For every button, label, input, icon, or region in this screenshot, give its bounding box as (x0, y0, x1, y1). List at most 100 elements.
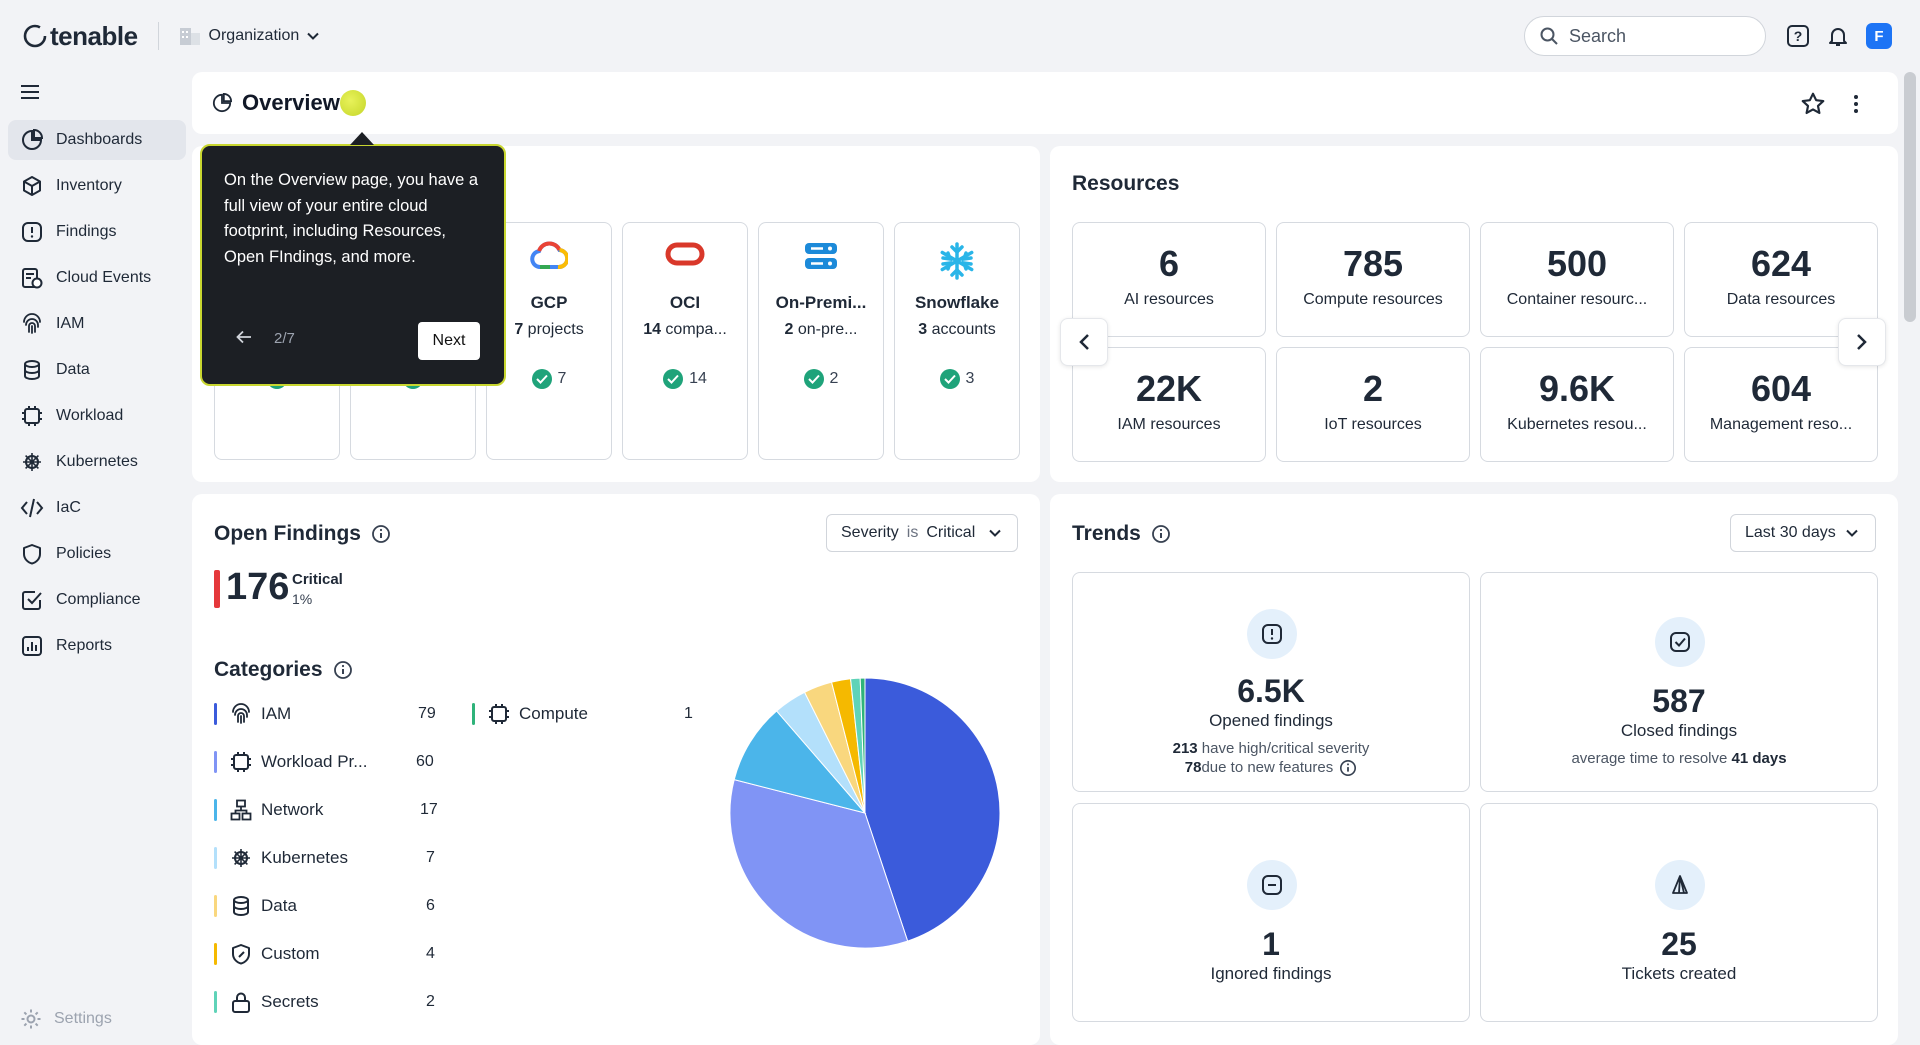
checkbox-icon (20, 588, 44, 612)
hamburger-menu-icon[interactable] (20, 84, 40, 100)
opened-findings-value: 6.5K (1237, 673, 1305, 709)
sidebar-item-dashboards[interactable]: Dashboards (8, 120, 186, 160)
provider-tile-on-premise[interactable]: On-Premi... 2 on-pre... 2 (758, 222, 884, 460)
organization-selector[interactable]: Organization (179, 26, 320, 46)
carousel-next-button[interactable] (1838, 318, 1886, 366)
tickets-created-tile[interactable]: 25 Tickets created (1480, 803, 1878, 1022)
category-count: 4 (426, 945, 435, 962)
severity-filter-dropdown[interactable]: Severity is Critical (826, 514, 1018, 552)
ignored-findings-value: 1 (1262, 926, 1280, 962)
categories-pie-chart[interactable] (730, 678, 1000, 948)
sidebar-item-cloud-events[interactable]: Cloud Events (8, 258, 186, 298)
chip-icon (20, 404, 44, 428)
report-icon (20, 634, 44, 658)
resource-tile[interactable]: 6 AI resources (1072, 222, 1266, 337)
resource-value: 500 (1546, 243, 1608, 284)
opened-findings-tile[interactable]: 6.5K Opened findings 213 have high/criti… (1072, 572, 1470, 792)
category-item-secrets[interactable]: Secrets 2 (214, 987, 436, 1017)
sidebar-item-policies[interactable]: Policies (8, 534, 186, 574)
category-item-iam[interactable]: IAM 79 (214, 699, 436, 729)
sidebar-item-label: Cloud Events (56, 269, 152, 286)
info-icon[interactable] (333, 660, 353, 680)
date-range-dropdown[interactable]: Last 30 days (1730, 514, 1876, 552)
logo-text: tenable (50, 20, 138, 51)
category-item-workload[interactable]: Workload Pr... 60 (214, 747, 436, 777)
network-icon (229, 798, 253, 822)
pie-slice-workload-pr[interactable] (730, 779, 909, 948)
database-icon (20, 358, 44, 382)
tickets-created-label: Tickets created (1621, 964, 1737, 983)
chip-icon (229, 750, 253, 774)
help-icon[interactable]: ? (1786, 24, 1810, 48)
resource-tile[interactable]: 22K IAM resources (1072, 347, 1266, 462)
provider-count: 2 (784, 321, 794, 338)
chevron-left-icon (1079, 334, 1089, 350)
provider-tile-snowflake[interactable]: Snowflake 3 accounts 3 (894, 222, 1020, 460)
bell-icon[interactable] (1826, 24, 1850, 48)
provider-count: 3 (918, 321, 928, 338)
sidebar-item-compliance[interactable]: Compliance (8, 580, 186, 620)
provider-count: 14 (643, 321, 661, 338)
sidebar-item-label: Policies (56, 545, 112, 562)
info-icon[interactable] (371, 524, 391, 544)
provider-tile-oci[interactable]: OCI 14 compa... 14 (622, 222, 748, 460)
sidebar-item-inventory[interactable]: Inventory (8, 166, 186, 206)
sidebar-item-findings[interactable]: Findings (8, 212, 186, 252)
sidebar-item-reports[interactable]: Reports (8, 626, 186, 666)
resource-tile[interactable]: 624 Data resources (1684, 222, 1878, 337)
sidebar-item-workload[interactable]: Workload (8, 396, 186, 436)
alert-icon (1247, 609, 1297, 659)
user-avatar[interactable]: F (1866, 23, 1892, 49)
search-box[interactable] (1524, 16, 1766, 56)
closed-findings-tile[interactable]: 587 Closed findings average time to reso… (1480, 572, 1878, 792)
sidebar-item-kubernetes[interactable]: Kubernetes (8, 442, 186, 482)
resource-value: 624 (1750, 243, 1812, 284)
carousel-prev-button[interactable] (1060, 318, 1108, 366)
check-icon (663, 369, 684, 389)
opened-findings-detail-1: 213 have high/critical severity (1073, 739, 1469, 758)
sidebar-item-iac[interactable]: IaC (8, 488, 186, 528)
category-count: 60 (416, 753, 434, 770)
resource-tile[interactable]: 604 Management reso... (1684, 347, 1878, 462)
resource-tile[interactable]: 2 IoT resources (1276, 347, 1470, 462)
provider-tile-gcp[interactable]: GCP 7 projects 7 (486, 222, 612, 460)
pie-slice-compute[interactable] (859, 678, 866, 814)
category-label: Secrets (261, 992, 319, 1011)
category-item-custom[interactable]: Custom 4 (214, 939, 436, 969)
provider-desc-text: accounts (927, 321, 996, 338)
info-icon[interactable] (1339, 759, 1357, 777)
sidebar-item-label: Kubernetes (56, 453, 138, 470)
resource-tile[interactable]: 785 Compute resources (1276, 222, 1470, 337)
pie-slice-iam[interactable] (864, 678, 1000, 942)
sidebar-item-label: Findings (56, 223, 117, 240)
sidebar-item-settings[interactable]: Settings (20, 1008, 112, 1030)
resource-tile[interactable]: 9.6K Kubernetes resou... (1480, 347, 1674, 462)
star-icon[interactable] (1800, 91, 1826, 117)
tour-hotspot-dot[interactable] (340, 90, 366, 116)
page-scrollbar[interactable] (1904, 72, 1916, 322)
resource-label: Management reso... (1709, 416, 1853, 433)
sidebar-item-data[interactable]: Data (8, 350, 186, 390)
category-item-network[interactable]: Network 17 (214, 795, 438, 825)
arrow-left-icon[interactable] (236, 330, 252, 344)
custom-icon (229, 942, 253, 966)
category-color-bar (472, 703, 475, 725)
sidebar-item-iam[interactable]: IAM (8, 304, 186, 344)
closed-findings-detail: average time to resolve 41 days (1481, 749, 1877, 768)
tenable-logo[interactable]: tenable (22, 21, 138, 52)
info-icon[interactable] (1151, 524, 1171, 544)
search-input[interactable] (1569, 25, 1739, 47)
resource-tile[interactable]: 500 Container resourc... (1480, 222, 1674, 337)
category-item-data[interactable]: Data 6 (214, 891, 436, 921)
helm-icon (229, 846, 253, 870)
tooltip-next-button[interactable]: Next (418, 322, 480, 360)
category-item-compute[interactable]: Compute 1 (472, 699, 694, 729)
more-options-icon[interactable] (1852, 93, 1860, 115)
category-item-kubernetes[interactable]: Kubernetes 7 (214, 843, 436, 873)
provider-desc: 2 on-pre... (759, 321, 883, 339)
ignored-findings-tile[interactable]: 1 Ignored findings (1072, 803, 1470, 1022)
pie-slice-network[interactable] (733, 710, 867, 814)
category-label: Network (261, 800, 324, 819)
categories-header: Categories (214, 658, 353, 682)
chevron-down-icon (307, 32, 319, 40)
